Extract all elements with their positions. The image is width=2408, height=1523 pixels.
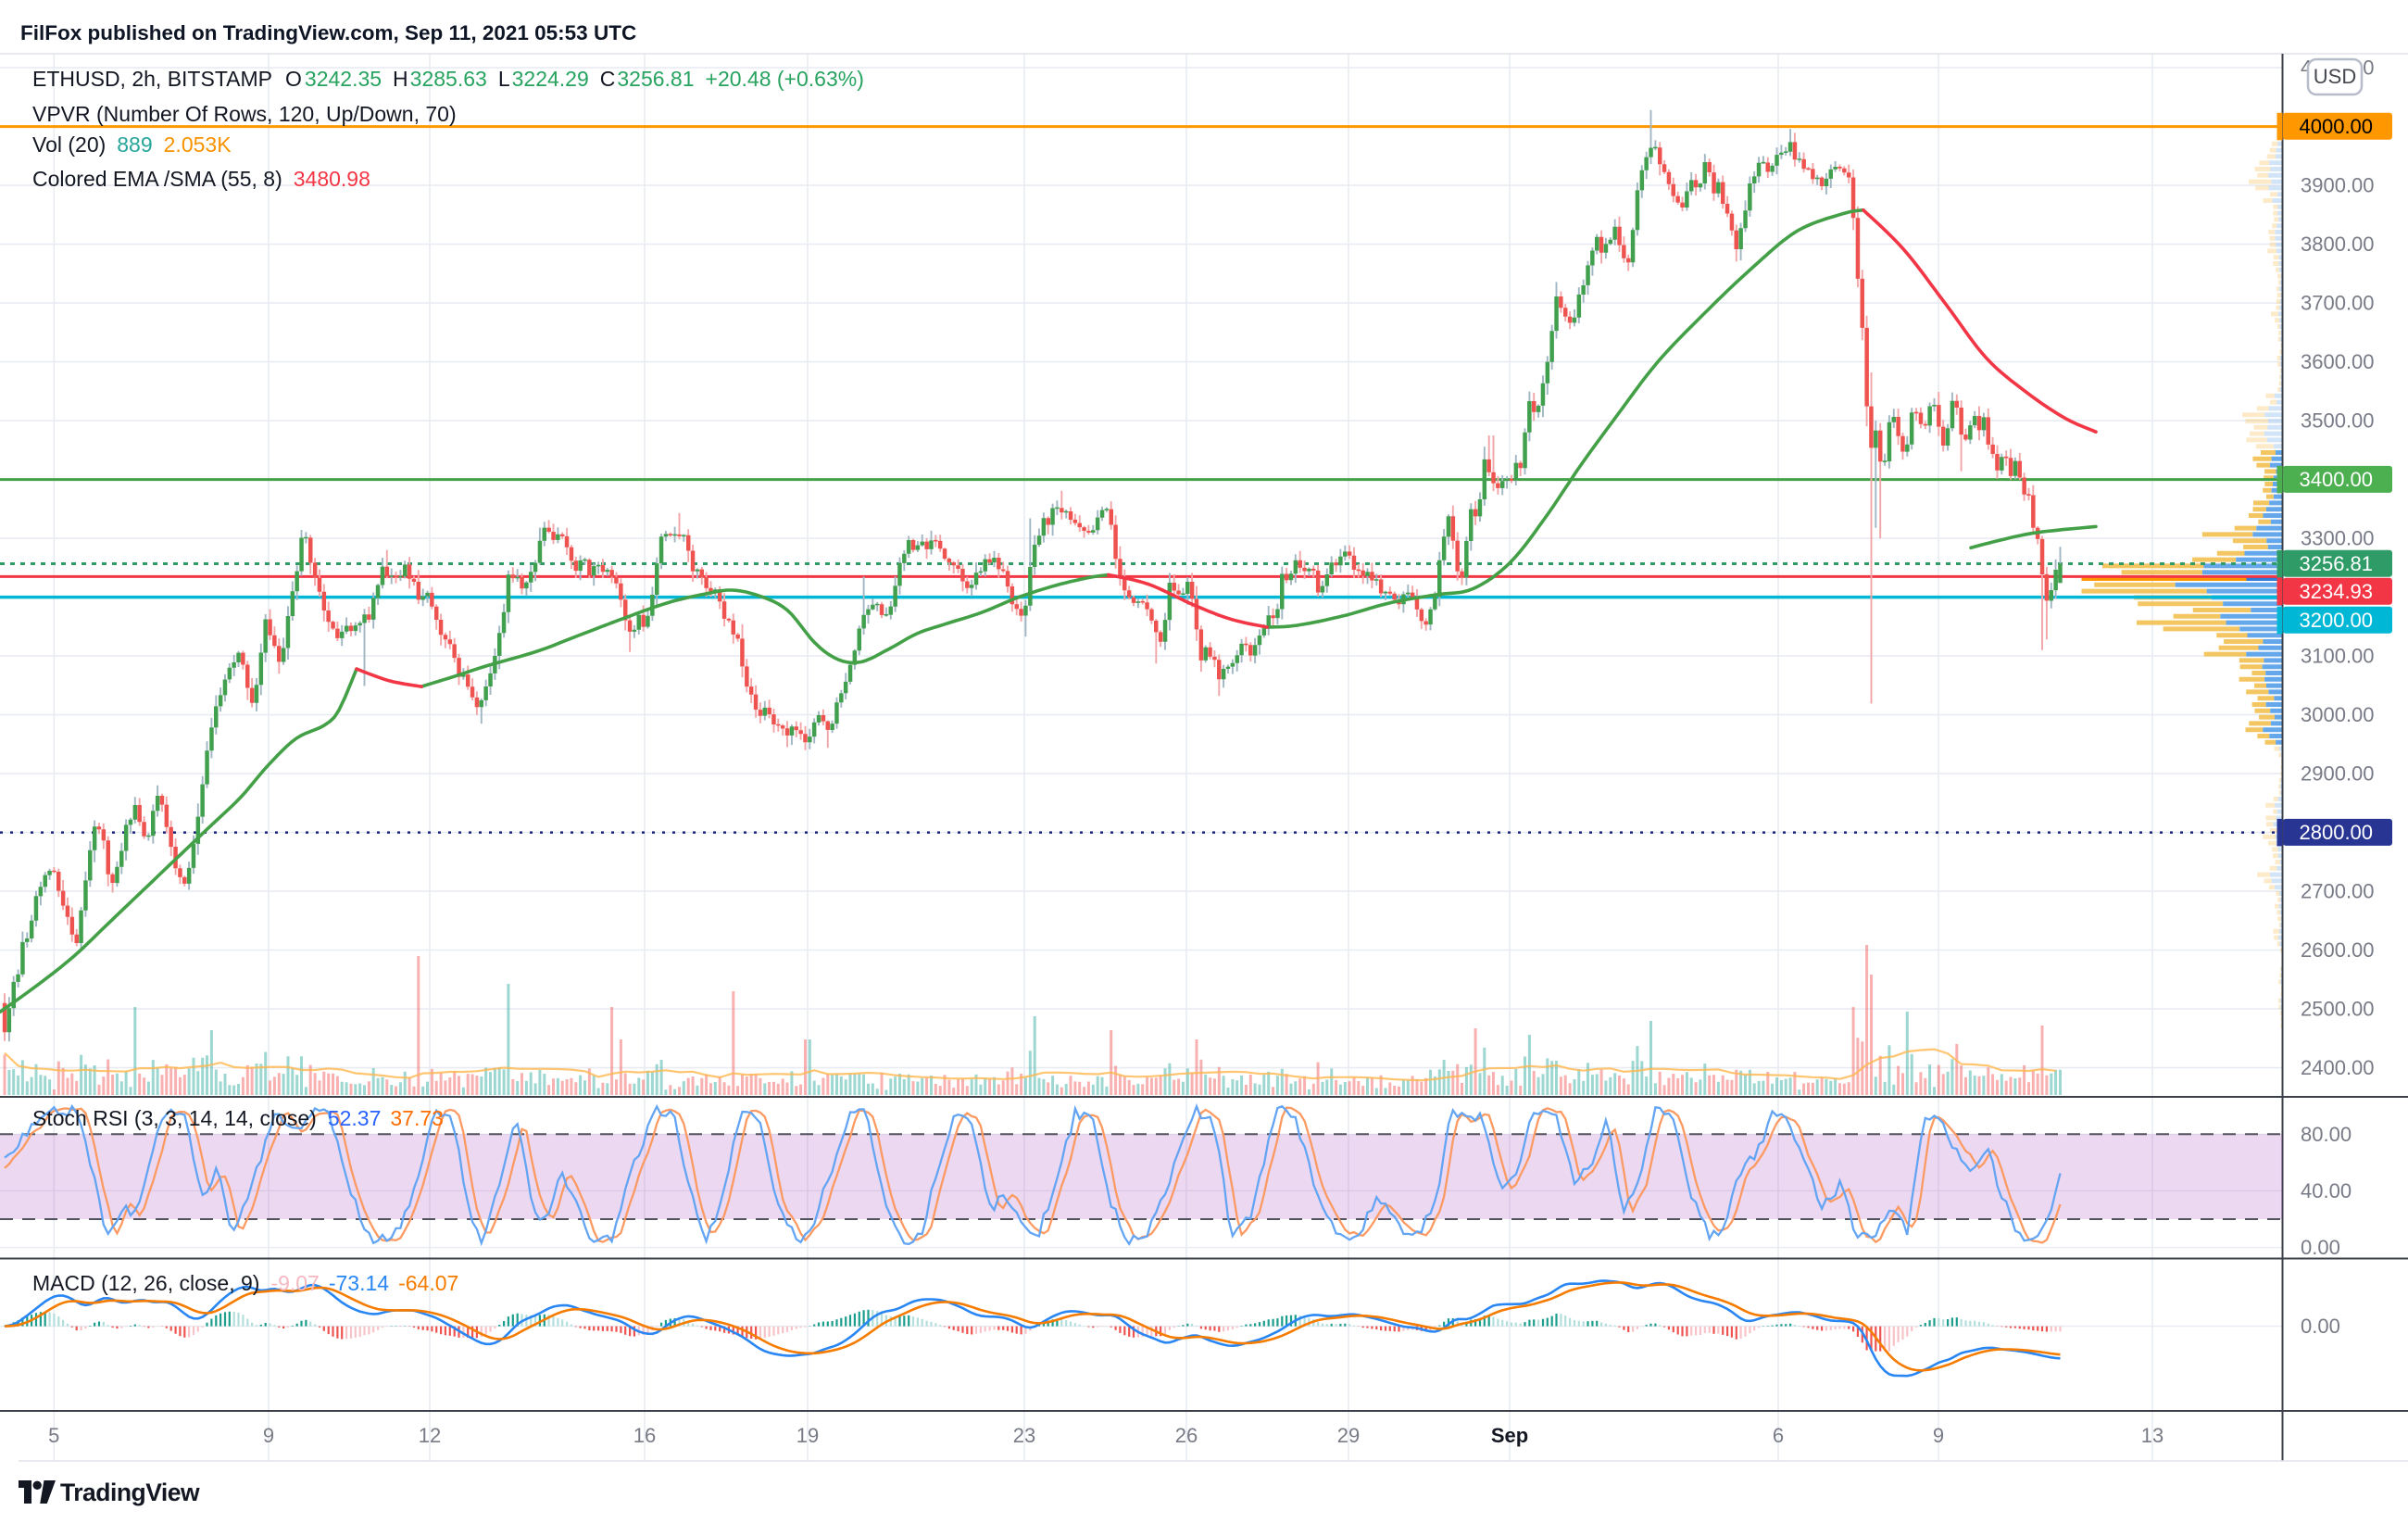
svg-text:USD: USD (2314, 65, 2356, 88)
svg-text:3300.00: 3300.00 (2301, 527, 2375, 550)
svg-text:80.00: 80.00 (2301, 1123, 2352, 1146)
svg-text:3200.00: 3200.00 (2300, 609, 2374, 632)
svg-text:5: 5 (48, 1424, 59, 1447)
svg-text:2700.00: 2700.00 (2301, 880, 2375, 903)
svg-text:12: 12 (419, 1424, 441, 1447)
svg-text:29: 29 (1337, 1424, 1360, 1447)
svg-text:Stoch RSI (3, 3, 14, 14, close: Stoch RSI (3, 3, 14, 14, close) 52.37 37.7… (32, 1106, 444, 1130)
svg-text:0.00: 0.00 (2301, 1315, 2340, 1338)
svg-text:6: 6 (1773, 1424, 1784, 1447)
svg-text:13: 13 (2141, 1424, 2163, 1447)
svg-text:4000.00: 4000.00 (2300, 115, 2374, 138)
svg-text:23: 23 (1013, 1424, 1035, 1447)
svg-text:2800.00: 2800.00 (2300, 821, 2374, 844)
svg-text:40.00: 40.00 (2301, 1179, 2352, 1202)
svg-text:2600.00: 2600.00 (2301, 938, 2375, 962)
svg-text:3256.81: 3256.81 (2300, 552, 2374, 575)
svg-text:Colored EMA /SMA (55, 8)3480.9: Colored EMA /SMA (55, 8) 3480.98 (32, 167, 370, 191)
svg-text:3600.00: 3600.00 (2301, 350, 2375, 373)
svg-text:2900.00: 2900.00 (2301, 762, 2375, 786)
svg-text:3900.00: 3900.00 (2301, 174, 2375, 197)
svg-text:9: 9 (263, 1424, 274, 1447)
svg-text:9: 9 (1933, 1424, 1944, 1447)
svg-text:VPVR (Number Of Rows, 120, Up/: VPVR (Number Of Rows, 120, Up/Down, 70) (32, 102, 457, 126)
svg-text:3700.00: 3700.00 (2301, 292, 2375, 315)
svg-text:3234.93: 3234.93 (2300, 580, 2374, 603)
svg-text:0.00: 0.00 (2301, 1236, 2340, 1259)
svg-text:2500.00: 2500.00 (2301, 998, 2375, 1021)
svg-text:MACD (12, 26, close, 9)-9.07-7: MACD (12, 26, close, 9) -9.07 -73.14 -64.07 (32, 1271, 458, 1295)
svg-text:FilFox published on TradingVie: FilFox published on TradingView.com, Sep… (20, 21, 636, 44)
svg-text:3400.00: 3400.00 (2300, 468, 2374, 491)
svg-text:16: 16 (633, 1424, 656, 1447)
svg-text:TradingView: TradingView (60, 1479, 200, 1506)
svg-text:3500.00: 3500.00 (2301, 409, 2375, 433)
svg-text:19: 19 (796, 1424, 819, 1447)
svg-text:3800.00: 3800.00 (2301, 233, 2375, 256)
svg-text:2400.00: 2400.00 (2301, 1056, 2375, 1079)
svg-text:Sep: Sep (1491, 1424, 1528, 1447)
svg-text:3100.00: 3100.00 (2301, 645, 2375, 668)
svg-text:26: 26 (1175, 1424, 1198, 1447)
svg-text:3000.00: 3000.00 (2301, 703, 2375, 726)
